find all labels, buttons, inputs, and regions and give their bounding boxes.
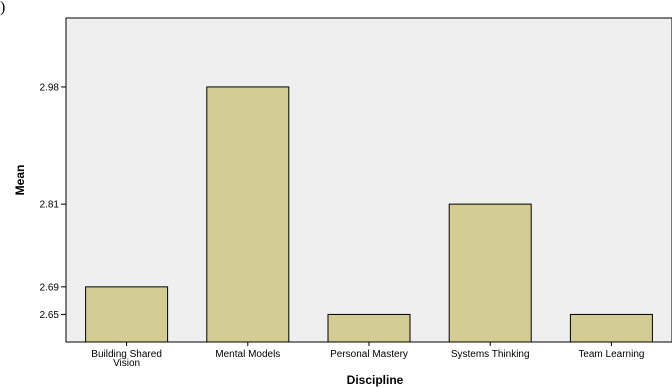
- x-axis-title: Discipline: [347, 373, 404, 387]
- x-tick-label: Systems Thinking: [451, 349, 530, 360]
- bar: [207, 87, 289, 342]
- y-axis-title: Mean: [13, 165, 27, 196]
- x-tick-label: Vision: [113, 358, 140, 369]
- bar: [449, 204, 531, 342]
- x-tick-label: Team Learning: [578, 349, 644, 360]
- y-tick-label: 2.98: [40, 82, 60, 93]
- y-tick-label: 2.69: [40, 282, 60, 293]
- x-tick-label: Mental Models: [215, 349, 280, 360]
- bar: [86, 287, 168, 342]
- x-tick-label: Personal Mastery: [330, 349, 408, 360]
- y-tick-label: 2.81: [40, 200, 60, 211]
- corner-text: ): [0, 0, 5, 16]
- bar: [570, 314, 652, 342]
- y-axis-ticks: 2.65 2.69 2.81 2.98: [40, 82, 66, 320]
- y-tick-label: 2.65: [40, 310, 60, 321]
- bar: [328, 314, 410, 342]
